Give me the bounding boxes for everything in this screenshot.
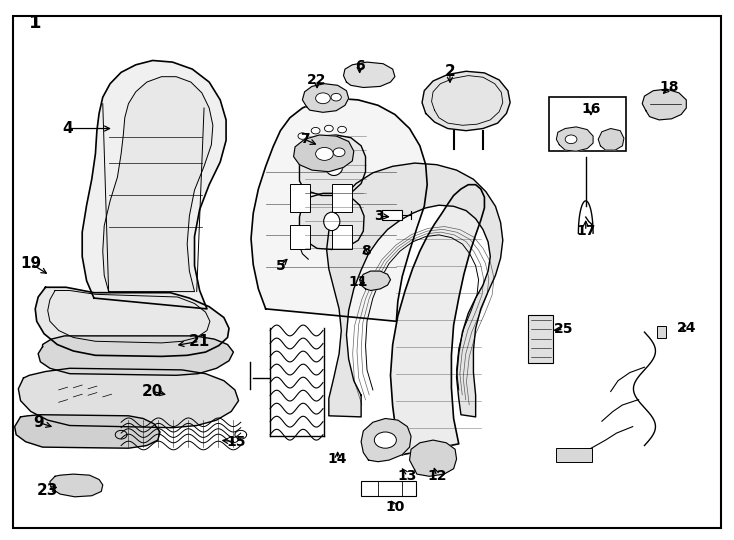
- Text: 3: 3: [374, 209, 384, 223]
- Polygon shape: [15, 415, 160, 448]
- Circle shape: [338, 126, 346, 133]
- FancyBboxPatch shape: [528, 315, 553, 363]
- Text: 8: 8: [360, 244, 371, 258]
- Circle shape: [374, 432, 396, 448]
- Text: 11: 11: [349, 275, 368, 289]
- Polygon shape: [360, 271, 390, 291]
- Polygon shape: [50, 474, 103, 497]
- Text: 21: 21: [189, 334, 210, 349]
- Polygon shape: [35, 287, 229, 356]
- Bar: [332, 225, 352, 249]
- Circle shape: [331, 93, 341, 101]
- Circle shape: [565, 135, 577, 144]
- Text: 15: 15: [227, 435, 246, 449]
- Circle shape: [311, 127, 320, 134]
- Text: 6: 6: [355, 59, 365, 73]
- Circle shape: [333, 148, 345, 157]
- Polygon shape: [422, 71, 510, 131]
- Text: 25: 25: [554, 322, 573, 336]
- Text: 1: 1: [29, 14, 42, 32]
- Polygon shape: [390, 185, 484, 455]
- Text: 14: 14: [328, 452, 347, 466]
- Circle shape: [316, 147, 333, 160]
- Text: 18: 18: [660, 80, 679, 94]
- Polygon shape: [642, 89, 686, 120]
- Polygon shape: [294, 135, 354, 172]
- Bar: [549, 97, 626, 151]
- Text: 2: 2: [445, 64, 455, 79]
- Polygon shape: [302, 84, 349, 112]
- Bar: [382, 210, 402, 220]
- Text: 9: 9: [33, 415, 43, 430]
- Polygon shape: [299, 135, 366, 195]
- Text: 22: 22: [308, 73, 327, 87]
- Polygon shape: [556, 127, 593, 151]
- Bar: [290, 184, 310, 212]
- Polygon shape: [103, 77, 213, 292]
- Bar: [657, 326, 666, 338]
- Text: 10: 10: [385, 500, 404, 514]
- Ellipse shape: [324, 212, 340, 231]
- Polygon shape: [299, 193, 364, 249]
- Circle shape: [298, 133, 307, 139]
- Circle shape: [316, 93, 330, 104]
- Bar: [556, 448, 592, 462]
- Polygon shape: [598, 129, 624, 150]
- Polygon shape: [18, 368, 239, 428]
- Text: 24: 24: [677, 321, 696, 335]
- Polygon shape: [344, 62, 395, 87]
- Text: 19: 19: [21, 256, 41, 271]
- Text: 17: 17: [576, 224, 595, 238]
- Polygon shape: [251, 98, 427, 321]
- Text: 12: 12: [427, 469, 446, 483]
- Circle shape: [324, 125, 333, 132]
- Polygon shape: [327, 163, 503, 417]
- Polygon shape: [361, 418, 411, 462]
- Text: 4: 4: [62, 121, 73, 136]
- Polygon shape: [410, 440, 457, 476]
- Ellipse shape: [324, 155, 344, 176]
- Bar: [290, 225, 310, 249]
- Text: 7: 7: [299, 132, 310, 146]
- Text: 13: 13: [398, 469, 417, 483]
- Bar: [361, 481, 416, 496]
- Polygon shape: [38, 336, 233, 375]
- Text: 5: 5: [275, 259, 286, 273]
- Bar: [332, 184, 352, 212]
- Polygon shape: [82, 60, 226, 309]
- Text: 23: 23: [37, 483, 59, 498]
- Text: 20: 20: [142, 384, 164, 399]
- Text: 16: 16: [581, 102, 600, 116]
